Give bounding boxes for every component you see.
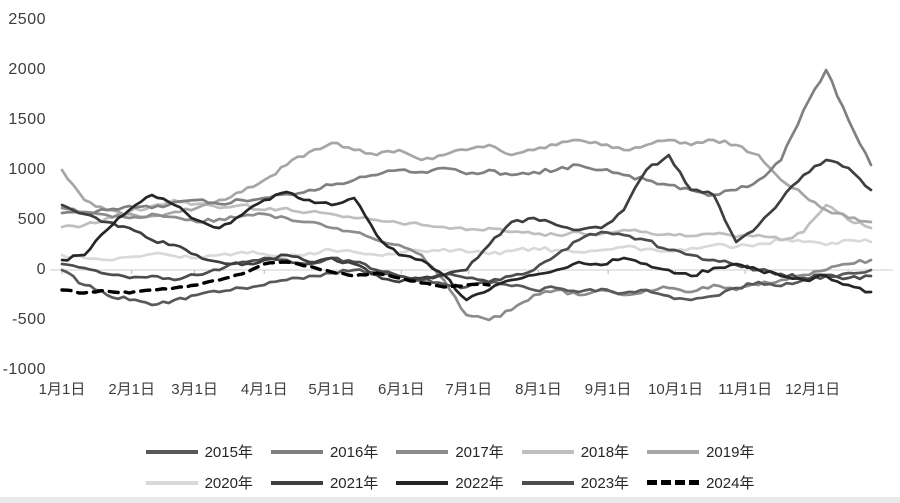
series-line-2017 [60, 206, 873, 322]
y-tick-label: 2000 [8, 61, 46, 78]
series-line-2018 [60, 198, 873, 242]
legend-swatch-2022 [396, 480, 449, 485]
y-tick-label: 1000 [8, 161, 46, 178]
x-tick-label: 9月1日 [584, 381, 632, 398]
x-tick-label: 3月1日 [171, 381, 218, 398]
legend-swatch-2020 [145, 480, 198, 485]
x-tick-label: 6月1日 [377, 381, 425, 398]
legend-swatch-2015 [145, 449, 198, 454]
legend-swatch-2019 [647, 449, 700, 454]
y-tick-label: 1500 [8, 111, 46, 128]
legend-label: 2021年 [329, 475, 379, 492]
x-tick-label: 11月1日 [718, 381, 773, 398]
y-tick-label: 500 [17, 211, 46, 228]
series-line-2019 [60, 138, 873, 224]
legend-swatch-2024 [647, 480, 700, 485]
series-line-2015 [60, 268, 873, 307]
x-tick-label: 7月1日 [445, 381, 493, 398]
legend-row-2: 2020年 2021年 2022年 2023年 2024年 [145, 472, 754, 493]
x-tick-label: 8月1日 [515, 381, 562, 398]
legend-label: 2020年 [204, 475, 253, 492]
y-tick-label: 2500 [8, 11, 46, 28]
legend-swatch-2023 [521, 480, 574, 485]
legend-item-2022: 2022年 [396, 472, 504, 493]
bottom-strip [0, 497, 900, 503]
legend-swatch-2017 [396, 449, 449, 454]
legend-label: 2018年 [580, 444, 630, 461]
series-line-2024 [60, 260, 491, 295]
legend-item-2023: 2023年 [521, 472, 630, 493]
series-line-2022 [60, 190, 873, 302]
legend-swatch-2018 [521, 449, 574, 454]
legend-item-2016: 2016年 [270, 441, 379, 462]
y-tick-label: -500 [11, 311, 46, 328]
chart-plot-area [50, 68, 893, 322]
legend-label: 2017年 [455, 444, 504, 461]
legend-label: 2023年 [580, 475, 630, 492]
x-tick-label: 4月1日 [240, 381, 288, 398]
x-tick-label: 2月1日 [108, 381, 155, 398]
legend-item-2015: 2015年 [145, 441, 253, 462]
legend-item-2024: 2024年 [647, 472, 754, 493]
legend-item-2018: 2018年 [521, 441, 630, 462]
legend-label: 2022年 [455, 475, 504, 492]
legend-label: 2015年 [204, 444, 253, 461]
legend-label: 2016年 [329, 444, 379, 461]
legend-label: 2019年 [706, 444, 755, 461]
x-tick-label: 10月1日 [647, 381, 704, 398]
series-line-2016 [60, 68, 873, 217]
x-tick-label: 5月1日 [308, 381, 355, 398]
legend-item-2020: 2020年 [145, 472, 253, 493]
legend-swatch-2021 [270, 480, 323, 485]
y-tick-label: 0 [36, 261, 46, 278]
x-tick-label: 12月1日 [785, 381, 841, 398]
legend-item-2021: 2021年 [270, 472, 379, 493]
legend-item-2019: 2019年 [647, 441, 754, 462]
chart-legend: 2015年 2016年 2017年 2018年 2019年 2020年 2021年 2022… [0, 441, 900, 493]
x-tick-label: 1月1日 [38, 381, 86, 398]
legend-item-2017: 2017年 [396, 441, 504, 462]
legend-label: 2024年 [706, 475, 755, 492]
series-line-2020 [60, 238, 873, 262]
legend-swatch-2016 [270, 449, 323, 454]
series-line-2021 [60, 153, 873, 284]
y-tick-label: -1000 [2, 361, 46, 378]
legend-row-1: 2015年 2016年 2017年 2018年 2019年 [145, 441, 754, 462]
